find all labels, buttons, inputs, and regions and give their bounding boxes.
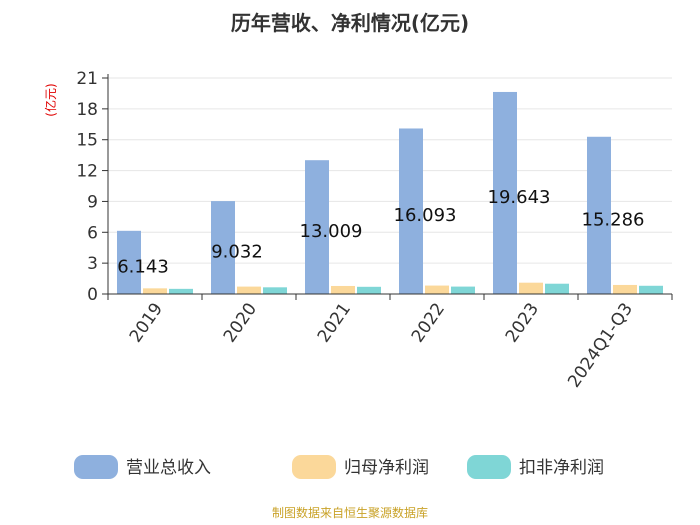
bar-归母净利润-2023: [519, 282, 543, 294]
legend-swatch: [467, 455, 511, 479]
data-label: 6.143: [117, 256, 169, 277]
x-tick-label: 2020: [220, 299, 261, 346]
legend-label: 营业总收入: [126, 458, 211, 478]
data-label: 13.009: [300, 221, 363, 242]
data-label: 9.032: [211, 242, 263, 263]
bar-营业总收入-2019: [117, 230, 141, 294]
grid-layer: [108, 77, 672, 295]
data-labels-layer: 6.143 9.032 13.009 16.093 19.643 15.286: [117, 187, 644, 277]
bar-扣非净利润-2020: [263, 287, 287, 294]
y-tick-label: 6: [87, 223, 98, 243]
bar-扣非净利润-2023: [545, 283, 569, 294]
data-label: 15.286: [582, 209, 645, 230]
bar-归母净利润-2020: [237, 286, 261, 294]
bar-扣非净利润-2019: [169, 288, 193, 294]
y-tick-label: 15: [76, 131, 98, 151]
legend-label: 归母净利润: [344, 458, 429, 478]
x-tick-label: 2022: [408, 299, 449, 346]
y-tick-label: 0: [87, 285, 98, 305]
bar-营业总收入-2020: [211, 201, 235, 294]
x-tick-label: 2021: [314, 299, 355, 346]
chart-title: 历年营收、净利情况(亿元): [231, 11, 469, 35]
bar-扣非净利润-2022: [451, 286, 475, 294]
bar-归母净利润-2021: [331, 285, 355, 294]
legend-swatch: [292, 455, 336, 479]
bars-layer: [117, 91, 663, 294]
bar-营业总收入-2022: [399, 128, 423, 294]
x-tick-label: 2024Q1-Q3: [564, 299, 637, 391]
x-tick-label: 2023: [502, 299, 543, 346]
x-tick-label: 2019: [126, 299, 167, 346]
source-note: 制图数据来自恒生聚源数据库: [272, 505, 428, 520]
y-tick-label: 18: [76, 100, 98, 120]
bar-归母净利润-2022: [425, 285, 449, 294]
bar-扣非净利润-2024Q1-Q3: [639, 285, 663, 294]
bar-归母净利润-2024Q1-Q3: [613, 284, 637, 294]
bar-扣非净利润-2021: [357, 286, 381, 294]
bar-营业总收入-2021: [305, 160, 329, 294]
legend-label: 扣非净利润: [519, 458, 604, 478]
data-label: 19.643: [488, 187, 551, 208]
bar-营业总收入-2024Q1-Q3: [587, 136, 611, 294]
data-label: 16.093: [394, 205, 457, 226]
y-tick-label: 3: [87, 254, 98, 274]
bar-归母净利润-2019: [143, 288, 167, 294]
y-tick-label: 12: [76, 162, 98, 182]
bar-营业总收入-2023: [493, 91, 517, 294]
y-tick-label: 21: [76, 69, 98, 89]
y-tick-label: 9: [87, 192, 98, 212]
legend-swatch: [74, 455, 118, 479]
legend: 营业总收入 归母净利润 扣非净利润: [74, 455, 604, 479]
y-axis-label: (亿元): [43, 83, 58, 116]
